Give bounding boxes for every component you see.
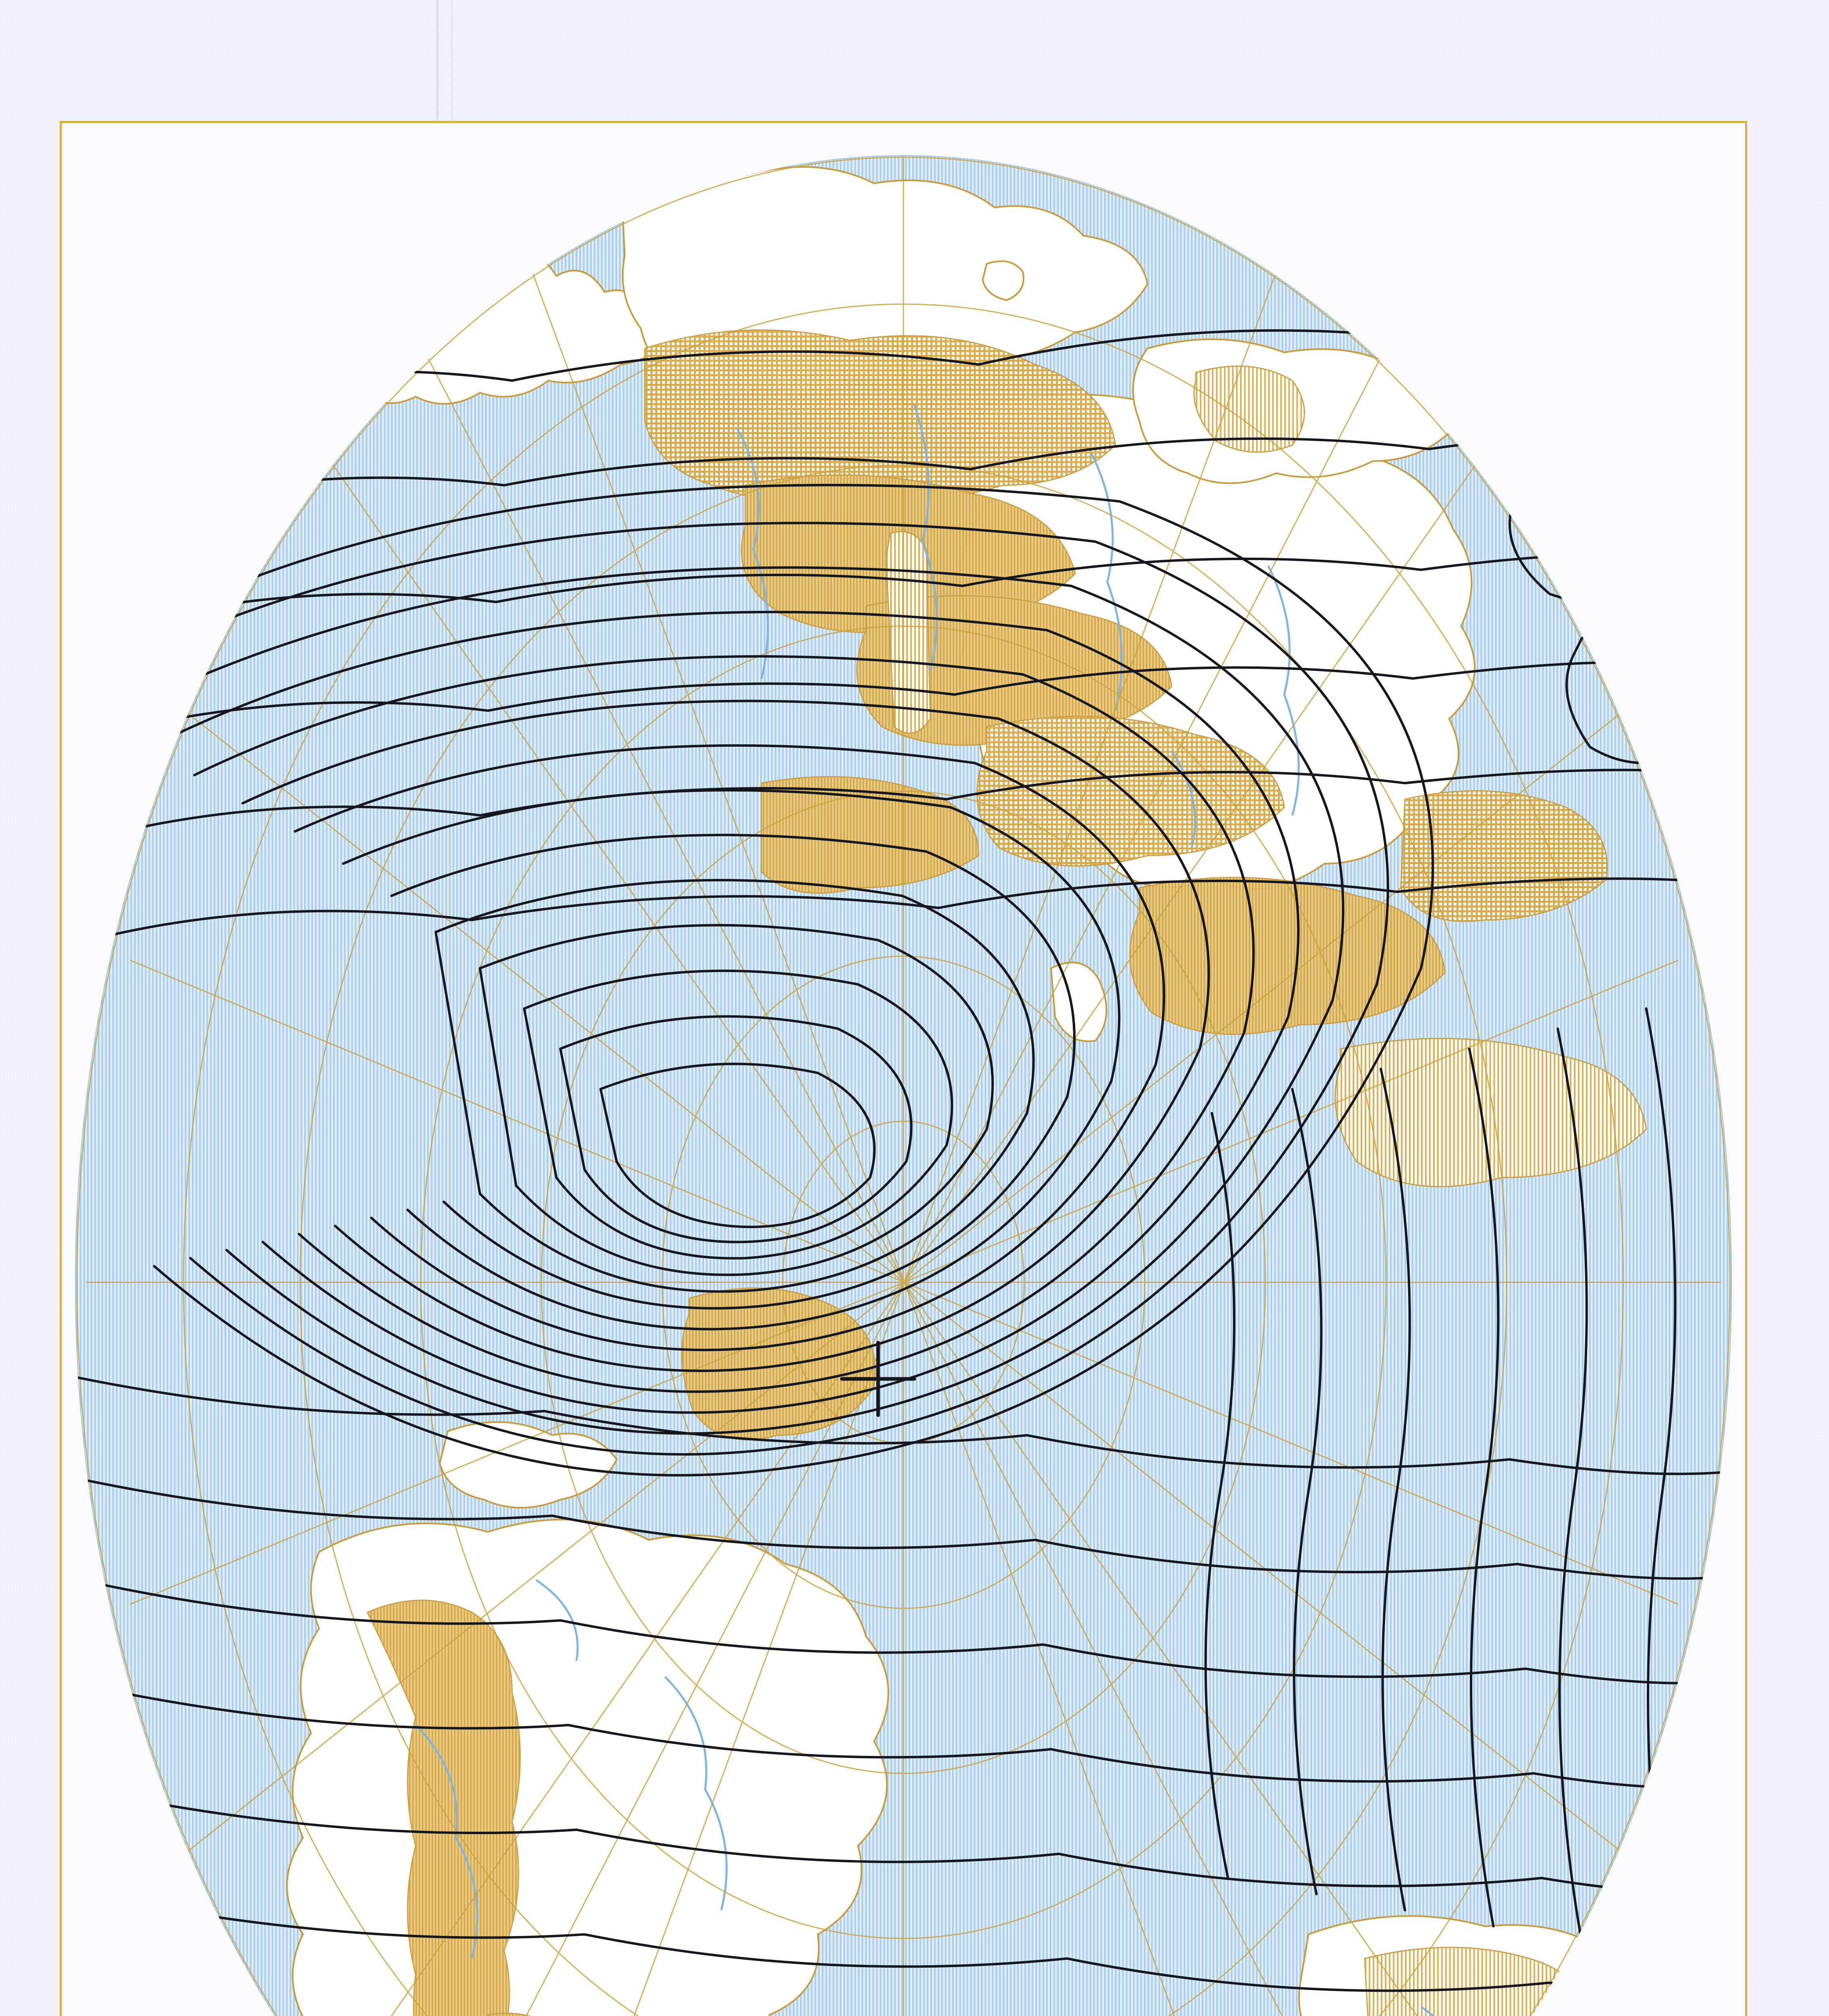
map-frame <box>60 121 1747 2016</box>
map-disk <box>75 155 1732 2016</box>
north-pole-marker <box>840 1341 916 1417</box>
weather-map-canvas <box>62 123 1745 2016</box>
rivers <box>415 404 1461 2016</box>
terrain-shading <box>366 329 1647 2016</box>
